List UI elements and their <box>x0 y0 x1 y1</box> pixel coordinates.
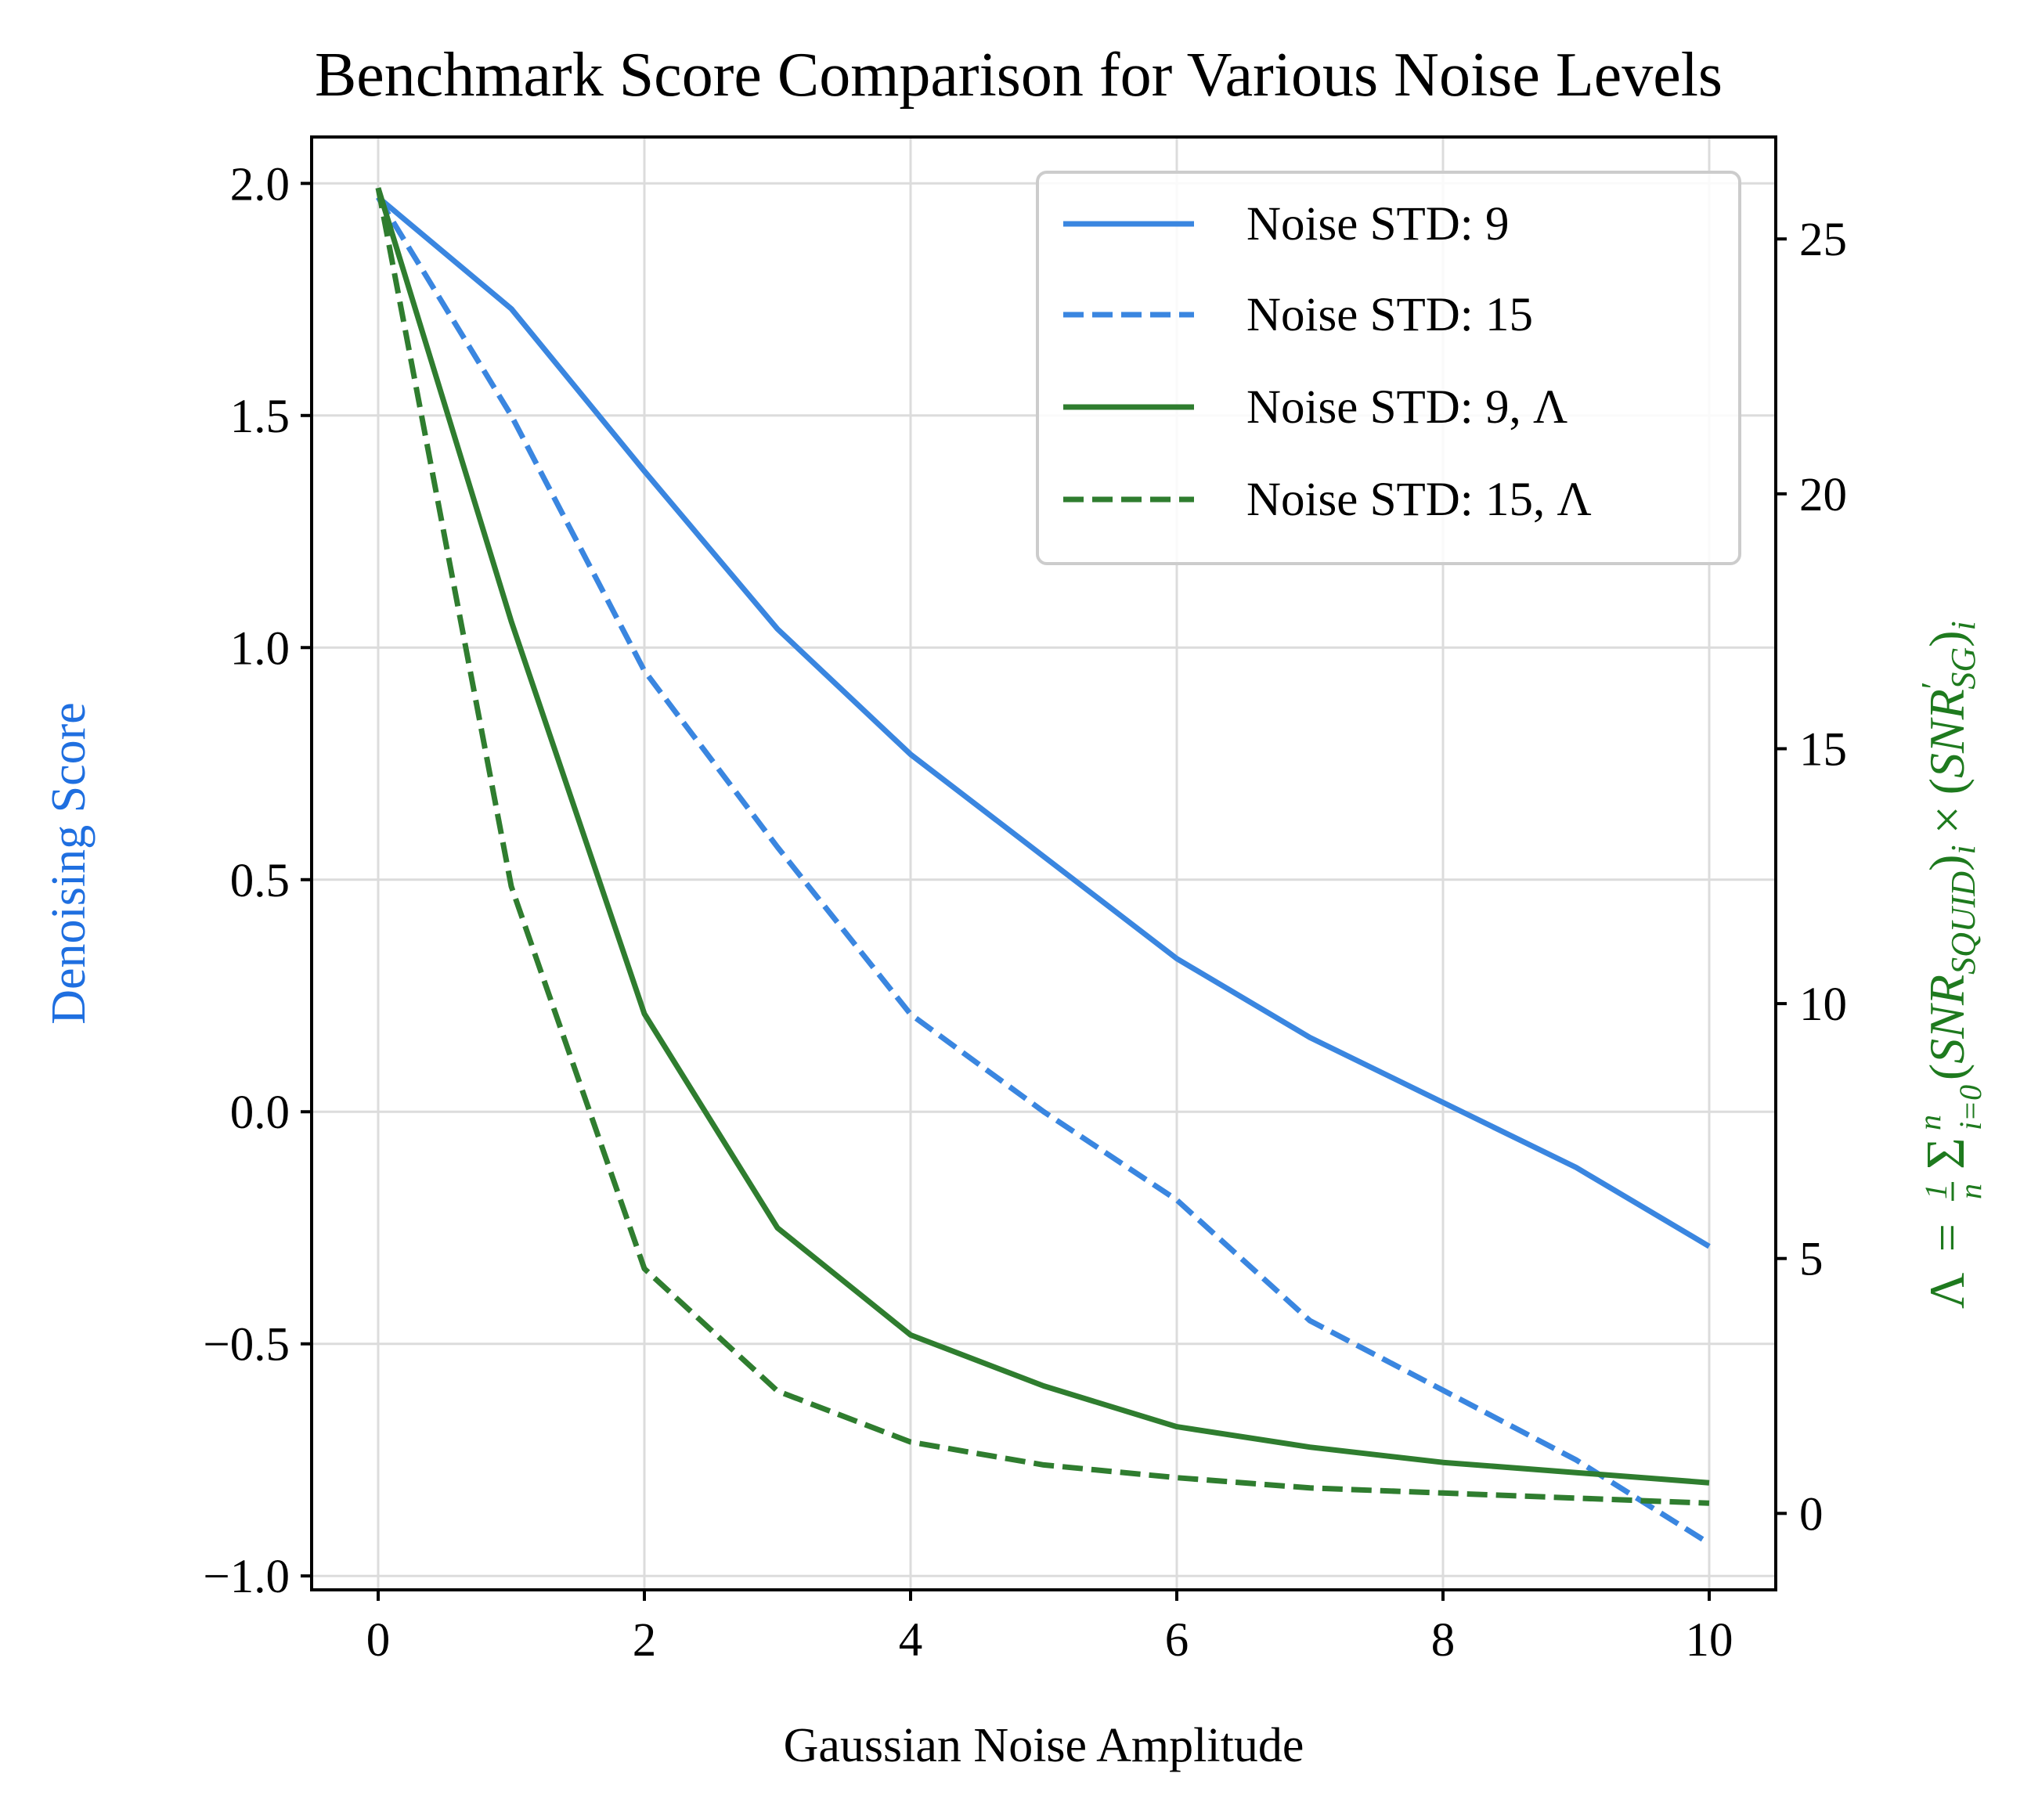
sum-symbol: Σ <box>1916 1137 1976 1169</box>
frac-numerator: 1 <box>1918 1184 1953 1199</box>
left-paren-1: ( <box>1919 1064 1975 1080</box>
y-left-tick-label: 1.5 <box>230 391 290 443</box>
x-tick-label: 4 <box>899 1614 923 1667</box>
y-left-tick-label: 0.5 <box>230 855 290 907</box>
legend-label-std9-lambda: Noise STD: 9, Λ <box>1246 381 1567 434</box>
x-axis-label: Gaussian Noise Amplitude <box>784 1719 1304 1772</box>
svg-text:(SNRSQUID)i×(SNR′SG)i: (SNRSQUID)i×(SNR′SG)i <box>1914 621 1982 1080</box>
legend-item: Noise STD: 9 <box>1063 198 1510 250</box>
y-right-tick-label: 10 <box>1799 978 1847 1031</box>
legend-item: Noise STD: 15, Λ <box>1063 474 1592 526</box>
y-right-tick-label: 25 <box>1799 214 1847 266</box>
series-std9-lambda-line <box>375 187 1710 1486</box>
right-paren-2: ) <box>1919 630 1975 647</box>
x-tick-label: 2 <box>633 1614 657 1667</box>
right-paren-1: ) <box>1919 855 1975 871</box>
x-tick-label: 10 <box>1686 1614 1733 1667</box>
legend: Noise STD: 9 Noise STD: 15 Noise STD: 9,… <box>1036 171 1741 565</box>
x-axis-ticks: 0 2 4 6 8 10 <box>366 1590 1733 1667</box>
x-tick-label: 8 <box>1431 1614 1456 1667</box>
snr-sg-subscript: SG <box>1944 647 1982 690</box>
left-paren-2: ( <box>1919 778 1975 795</box>
lambda-symbol: Λ <box>1919 1273 1975 1309</box>
y-left-axis-label: Denoising Score <box>42 702 96 1025</box>
prime-mark: ′ <box>1914 682 1953 690</box>
index-1: i <box>1944 845 1982 854</box>
y-right-tick-label: 0 <box>1799 1488 1824 1541</box>
equals-sign: = <box>1919 1224 1975 1252</box>
grid <box>312 137 1776 1590</box>
sum-subscript: i=0 <box>1953 1085 1988 1130</box>
snr-squid: SNR <box>1919 975 1975 1064</box>
legend-label-std9: Noise STD: 9 <box>1246 198 1510 250</box>
series-std15-lambda-line <box>375 187 1710 1506</box>
plot-frame <box>310 135 1777 1591</box>
y-right-tick-label: 15 <box>1799 723 1847 776</box>
y-right-tick-label: 20 <box>1799 469 1847 521</box>
legend-item: Noise STD: 9, Λ <box>1063 381 1567 434</box>
y-left-tick-label: 0.0 <box>230 1087 290 1139</box>
chart-title: Benchmark Score Comparison for Various N… <box>315 41 1723 110</box>
y-left-axis-ticks: −1.0 −0.5 0.0 0.5 1.0 1.5 2.0 <box>203 158 312 1603</box>
svg-text:Λ =: Λ = <box>1919 1224 1975 1309</box>
y-left-tick-label: 1.0 <box>230 622 290 675</box>
y-right-tick-label: 5 <box>1799 1234 1824 1286</box>
legend-label-std15: Noise STD: 15 <box>1246 289 1533 341</box>
series-layer <box>375 187 1711 1546</box>
x-tick-label: 0 <box>366 1614 391 1667</box>
y-right-axis-ticks: 0 5 10 15 20 25 <box>1776 214 1847 1541</box>
snr-sg: SNR <box>1919 689 1975 778</box>
y-left-tick-label: 2.0 <box>230 158 290 211</box>
y-right-axis-label: Λ = 1 n Σ n i=0 (SNRSQUID)i×(SNR′SG)i <box>1912 621 1988 1309</box>
legend-label-std15-lambda: Noise STD: 15, Λ <box>1246 474 1592 526</box>
snr-squid-subscript: SQUID <box>1944 871 1982 975</box>
series-std9-line <box>376 195 1711 1249</box>
frac-denominator: n <box>1953 1184 1988 1199</box>
sum-superscript: n <box>1912 1115 1947 1130</box>
x-tick-label: 6 <box>1165 1614 1189 1667</box>
times-sign: × <box>1919 805 1975 834</box>
index-2: i <box>1944 621 1982 630</box>
legend-item: Noise STD: 15 <box>1063 289 1533 341</box>
y-left-tick-label: −1.0 <box>203 1551 290 1603</box>
legend-box <box>1036 171 1741 565</box>
series-std15-line <box>376 196 1711 1546</box>
y-left-tick-label: −0.5 <box>203 1319 290 1371</box>
